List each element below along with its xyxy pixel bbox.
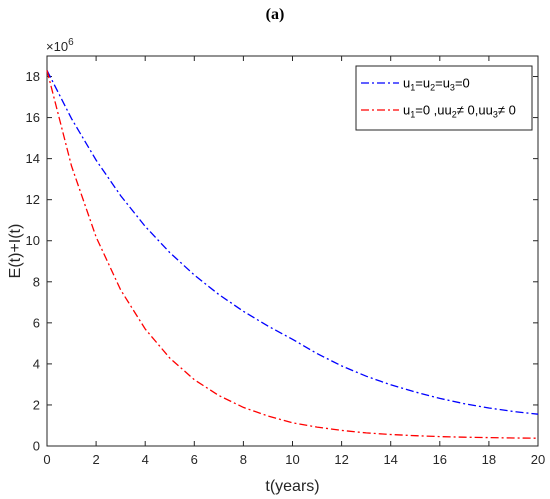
legend-label-2: u1=0 ,uu2≠ 0,uu3≠ 0 (403, 103, 516, 120)
x-tick-label: 18 (482, 452, 496, 467)
data-point (316, 427, 317, 428)
data-point (341, 430, 342, 431)
x-tick-label: 2 (92, 452, 99, 467)
data-point (120, 195, 121, 196)
series-line-1 (46, 70, 539, 415)
data-point (96, 159, 97, 160)
data-point (488, 407, 489, 408)
y-tick-label: 14 (26, 151, 40, 166)
data-point (267, 415, 268, 416)
data-point (71, 118, 72, 119)
data-point (218, 294, 219, 295)
data-point (46, 70, 47, 71)
data-point (194, 379, 195, 380)
x-tick-label: 0 (43, 452, 50, 467)
data-point (316, 353, 317, 354)
data-point (169, 358, 170, 359)
data-point (513, 411, 514, 412)
legend-box (355, 65, 533, 131)
data-point (96, 236, 97, 237)
data-point (464, 403, 465, 404)
data-point (366, 432, 367, 433)
data-point (145, 328, 146, 329)
y-axis-label: E(t)+I(t) (7, 224, 24, 279)
data-point (267, 326, 268, 327)
y-tick-label: 6 (33, 315, 40, 330)
y-tick-label: 18 (26, 69, 40, 84)
x-tick-label: 20 (531, 452, 545, 467)
data-point (218, 395, 219, 396)
data-point (194, 274, 195, 275)
x-tick-label: 12 (334, 452, 348, 467)
y-tick-label: 10 (26, 233, 40, 248)
data-point (464, 437, 465, 438)
data-point (169, 252, 170, 253)
data-point (513, 437, 514, 438)
data-point (415, 391, 416, 392)
y-tick-label: 4 (33, 356, 40, 371)
data-point (145, 226, 146, 227)
panel-label: (a) (265, 6, 285, 23)
series-line-2 (46, 70, 539, 439)
y-tick-label: 16 (26, 110, 40, 125)
data-point (439, 436, 440, 437)
data-point (390, 434, 391, 435)
legend: u1=u2=u3=0 u1=0 ,uu2≠ 0,uu3≠ 0 (355, 65, 533, 131)
y-tick-label: 12 (26, 192, 40, 207)
data-point (415, 435, 416, 436)
data-point (537, 414, 538, 415)
y-tick-label: 0 (33, 439, 40, 454)
x-axis-label: t(years) (265, 478, 319, 495)
x-tick-label: 8 (240, 452, 247, 467)
data-point (243, 311, 244, 312)
y-tick-label: 8 (33, 274, 40, 289)
data-point (341, 365, 342, 366)
data-point (243, 407, 244, 408)
data-point (71, 165, 72, 166)
data-point (537, 438, 538, 439)
y-multiplier-label: ×106 (46, 37, 74, 54)
data-point (120, 289, 121, 290)
data-point (488, 437, 489, 438)
x-tick-label: 14 (383, 452, 397, 467)
data-point (292, 422, 293, 423)
data-point (390, 384, 391, 385)
data-point (439, 398, 440, 399)
data-point (366, 376, 367, 377)
plot-area: 0 2 4 6 8 10 12 14 16 18 20 0 2 4 6 8 10 12 14 16 18 ×106 t(ye… (7, 37, 545, 495)
legend-label-1: u1=u2=u3=0 (403, 76, 470, 93)
x-tick-label: 4 (142, 452, 149, 467)
y-tick-label: 2 (33, 397, 40, 412)
x-tick-label: 10 (285, 452, 299, 467)
data-point (292, 339, 293, 340)
x-tick-label: 16 (433, 452, 447, 467)
x-tick-label: 6 (191, 452, 198, 467)
